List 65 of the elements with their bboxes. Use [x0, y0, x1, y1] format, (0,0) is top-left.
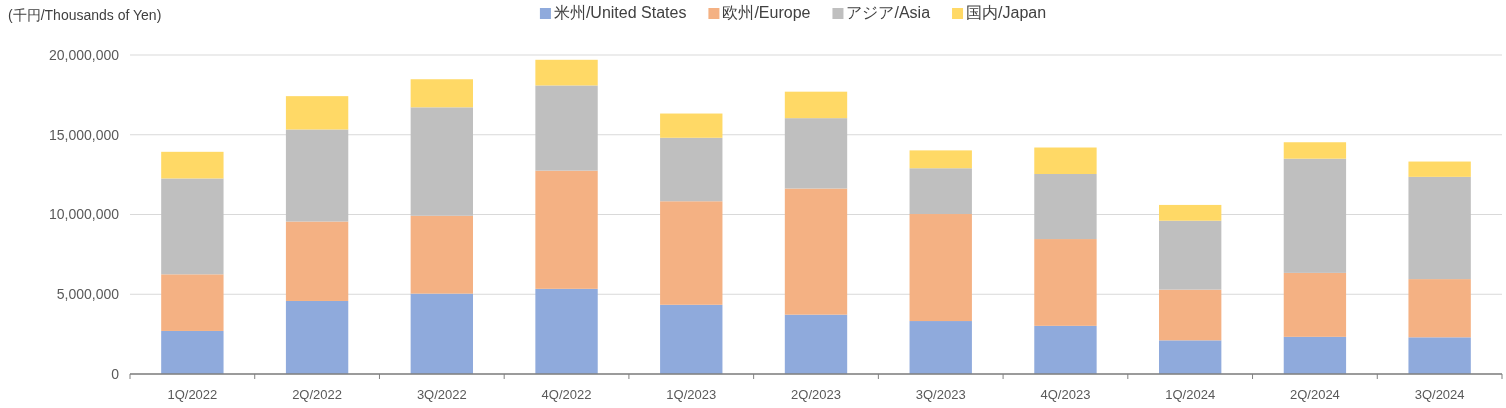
bar	[1034, 239, 1097, 326]
x-tick-label: 2Q/2022	[292, 387, 343, 402]
bar	[1159, 340, 1222, 374]
x-tick-label: 1Q/2022	[167, 387, 218, 402]
bar	[161, 274, 224, 331]
y-tick-label: 0	[111, 365, 120, 382]
x-tick-label: 3Q/2022	[416, 387, 467, 402]
bar	[535, 59, 598, 86]
bar	[1408, 176, 1471, 280]
x-tick-label: 3Q/2023	[915, 387, 966, 402]
bar	[535, 288, 598, 374]
bar	[1283, 158, 1347, 273]
legend-label: 米州/United States	[553, 4, 687, 21]
x-tick-label: 1Q/2023	[666, 387, 717, 402]
bar	[1034, 173, 1097, 240]
legend-label: アジア/Asia	[846, 4, 931, 21]
bar	[161, 178, 224, 275]
bar	[784, 314, 848, 374]
legend-label: 欧州/Europe	[722, 4, 811, 21]
x-tick-label: 4Q/2022	[541, 387, 592, 402]
x-tick-label: 2Q/2024	[1289, 387, 1340, 402]
bar	[285, 300, 349, 374]
bar	[285, 221, 349, 301]
bar	[1408, 279, 1471, 338]
bar	[660, 201, 723, 305]
bar	[161, 330, 224, 374]
bar	[535, 170, 598, 289]
bar	[1283, 142, 1347, 159]
bar	[1283, 336, 1347, 374]
bar	[1034, 147, 1097, 174]
bar	[1283, 272, 1347, 337]
bar	[1159, 289, 1222, 341]
bar	[1159, 220, 1222, 290]
bar	[1159, 204, 1222, 221]
bar	[285, 129, 349, 222]
y-axis-title: (千円/Thousands of Yen)	[8, 7, 162, 23]
bar	[285, 96, 349, 130]
bar	[1408, 337, 1471, 374]
bar	[909, 168, 972, 215]
bar	[410, 293, 473, 374]
x-tick-label: 2Q/2023	[791, 387, 841, 402]
legend-label: 国内/Japan	[966, 4, 1047, 21]
bar	[660, 137, 723, 202]
bar	[410, 107, 473, 216]
y-tick-label: 15,000,000	[48, 126, 120, 143]
x-tick-label: 4Q/2023	[1040, 387, 1091, 402]
y-tick-label: 5,000,000	[56, 286, 120, 303]
x-tick-label: 3Q/2024	[1414, 387, 1465, 402]
bar	[784, 91, 848, 119]
bar	[1408, 161, 1471, 177]
bar	[410, 215, 473, 294]
bar	[1034, 325, 1097, 374]
bar	[161, 151, 224, 179]
bar	[909, 150, 972, 169]
x-tick-label: 1Q/2024	[1165, 387, 1216, 402]
y-tick-label: 20,000,000	[48, 46, 120, 63]
bar	[535, 85, 598, 171]
bar	[660, 304, 723, 374]
bar	[410, 79, 473, 108]
bar	[784, 188, 848, 315]
bar	[909, 321, 972, 374]
bar	[909, 214, 972, 322]
bar	[660, 113, 723, 138]
bar	[784, 118, 848, 189]
y-tick-label: 10,000,000	[48, 206, 120, 223]
